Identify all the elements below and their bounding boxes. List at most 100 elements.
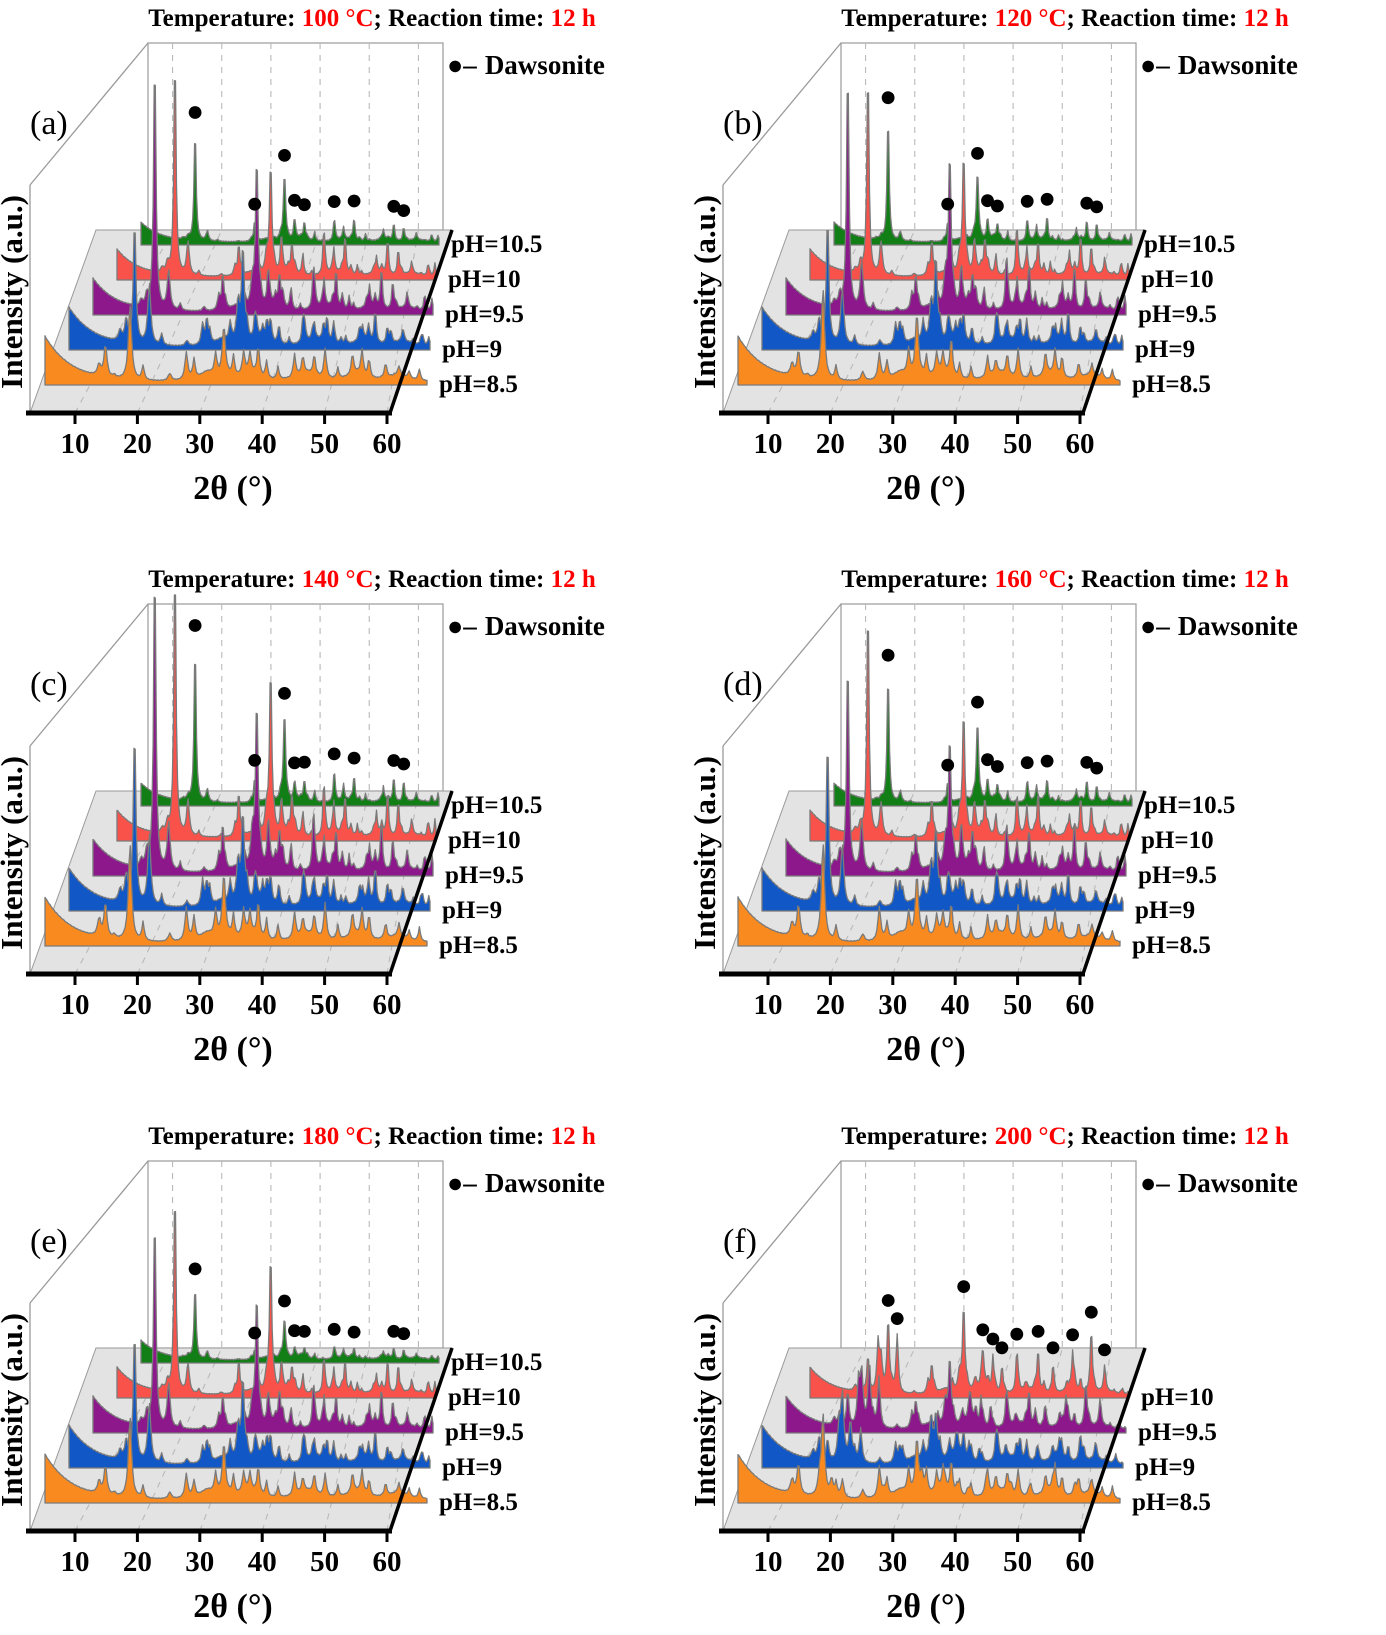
dawsonite-marker-dot xyxy=(1098,1343,1111,1357)
dawsonite-marker-dot xyxy=(957,1280,971,1293)
xrd-trace-pH=10 xyxy=(116,1210,437,1399)
x-tick-label: 40 xyxy=(248,1546,277,1578)
x-tick-label: 40 xyxy=(248,428,277,460)
floor-gridline xyxy=(954,229,1014,414)
series-label-pH=10: pH=10 xyxy=(448,1384,521,1411)
dawsonite-marker-icon: ●– xyxy=(1140,611,1170,641)
title-prefix: Temperature: xyxy=(841,566,994,593)
left-wall-edge xyxy=(29,42,149,186)
dawsonite-marker-icon: ●– xyxy=(447,611,477,641)
xrd-panel-c: pH=10.5 pH=10 pH=9.5 pH=9 pH=8.5 10 20 30 40 50 60… xyxy=(0,566,605,1068)
left-wall-edge xyxy=(29,603,149,747)
floor-gridline xyxy=(261,229,321,414)
dawsonite-marker-dot xyxy=(1020,756,1034,770)
plot-area-f: pH=10 pH=9.5 pH=9 pH=8.5 10 20 30 40 50 60 xyxy=(719,1160,1217,1578)
dawsonite-marker-dot xyxy=(941,197,955,211)
floor-gridline xyxy=(829,790,916,975)
title-prefix: Temperature: xyxy=(148,1123,301,1150)
xrd-panel-a: pH=10.5 pH=10 pH=9.5 pH=9 pH=8.5 10 20 30 40 50 60… xyxy=(0,5,605,507)
dawsonite-marker-dot xyxy=(278,687,291,700)
series-label-pH=10: pH=10 xyxy=(1141,827,1214,854)
x-tick-label: 30 xyxy=(185,1546,214,1578)
floor-gridline xyxy=(261,790,321,975)
xrd-trace-pH=10 xyxy=(809,630,1130,842)
x-axis-label: 2θ (°) xyxy=(193,470,273,507)
panel-title: Temperature: 140 °C; Reaction time: 12 h xyxy=(148,566,596,593)
series-label-pH=10.5: pH=10.5 xyxy=(1144,792,1235,819)
x-tick-label: 30 xyxy=(878,989,907,1021)
y-axis-label: Intensity (a.u.) xyxy=(0,195,29,389)
dawsonite-marker-dot xyxy=(397,1327,411,1341)
series-label-pH=10: pH=10 xyxy=(1141,266,1214,293)
left-wall-edge xyxy=(722,42,842,186)
dawsonite-marker-dot xyxy=(991,760,1004,773)
dawsonite-marker-dot xyxy=(327,1322,341,1336)
title-temperature: 200 °C xyxy=(995,1123,1067,1150)
legend: ●– Dawsonite xyxy=(447,50,605,80)
x-tick-label: 30 xyxy=(185,428,214,460)
dawsonite-marker-dot xyxy=(986,1332,1000,1346)
series-label-pH=9.5: pH=9.5 xyxy=(1138,301,1217,328)
x-tick-label: 40 xyxy=(941,428,970,460)
title-temperature: 140 °C xyxy=(302,566,374,593)
title-prefix: Temperature: xyxy=(841,5,994,32)
dawsonite-marker-dot xyxy=(976,1323,990,1337)
series-label-pH=8.5: pH=8.5 xyxy=(1132,371,1211,398)
xrd-panel-b: pH=10.5 pH=10 pH=9.5 pH=9 pH=8.5 10 20 30 40 50 60… xyxy=(693,5,1298,507)
dawsonite-marker-dot xyxy=(981,194,994,208)
dawsonite-marker-dot xyxy=(995,1341,1009,1355)
x-tick-label: 50 xyxy=(310,428,339,460)
legend: ●– Dawsonite xyxy=(1140,50,1298,80)
plot-area-a: pH=10.5 pH=10 pH=9.5 pH=9 pH=8.5 10 20 30 40 50 60 xyxy=(26,42,542,460)
dawsonite-marker-dot xyxy=(298,755,311,769)
xrd-trace-pH=10.5 xyxy=(833,688,1133,807)
dawsonite-marker-dot xyxy=(248,197,262,211)
xrd-trace-pH=10.5 xyxy=(833,130,1133,246)
series-label-pH=8.5: pH=8.5 xyxy=(439,1489,518,1516)
xrd-trace-pH=8.5 xyxy=(737,844,1121,947)
x-axis-label: 2θ (°) xyxy=(886,1588,966,1625)
title-separator: ; Reaction time: xyxy=(1067,5,1244,32)
x-tick-label: 10 xyxy=(61,428,90,460)
xrd-trace-pH=8.5 xyxy=(737,1413,1121,1504)
dawsonite-marker-dot xyxy=(1084,1305,1098,1319)
dawsonite-marker-dot xyxy=(327,747,341,761)
floor-gridline xyxy=(324,229,370,414)
series-label-pH=9.5: pH=9.5 xyxy=(1138,862,1217,889)
dawsonite-marker-dot xyxy=(387,199,401,213)
series-label-pH=10.5: pH=10.5 xyxy=(1144,231,1235,258)
dawsonite-marker-dot xyxy=(387,754,401,767)
x-tick-label: 10 xyxy=(754,989,783,1021)
floor-right-edge xyxy=(1081,229,1147,414)
panel-title: Temperature: 160 °C; Reaction time: 12 h xyxy=(841,566,1289,593)
dawsonite-marker-dot xyxy=(1080,196,1094,210)
dawsonite-marker-icon: ●– xyxy=(447,50,477,80)
dawsonite-marker-dot xyxy=(347,1325,361,1339)
floor-right-edge xyxy=(1081,1347,1147,1532)
dawsonite-marker-dot xyxy=(188,619,202,632)
floor-gridline xyxy=(199,1347,272,1532)
x-tick-label: 60 xyxy=(1066,428,1095,460)
x-tick-label: 50 xyxy=(310,1546,339,1578)
floor-gridline xyxy=(1017,229,1063,414)
panel-cell-e: pH=10.5 pH=10 pH=9.5 pH=9 pH=8.5 10 20 30 40 50 60… xyxy=(0,1090,693,1635)
legend: ●– Dawsonite xyxy=(447,611,605,641)
plot-area-d: pH=10.5 pH=10 pH=9.5 pH=9 pH=8.5 10 20 30 40 50 60 xyxy=(719,603,1235,1021)
x-axis-label: 2θ (°) xyxy=(193,1588,273,1625)
y-axis-label: Intensity (a.u.) xyxy=(693,756,722,950)
xrd-trace-pH=10 xyxy=(116,594,437,842)
floor-gridline xyxy=(324,790,370,975)
x-tick-label: 20 xyxy=(816,1546,845,1578)
floor-gridline xyxy=(324,1347,370,1532)
panel-cell-f: pH=10 pH=9.5 pH=9 pH=8.5 10 20 30 40 50 60 Temper… xyxy=(693,1090,1386,1635)
panel-letter: (a) xyxy=(30,105,68,142)
dawsonite-marker-dot xyxy=(248,1326,262,1340)
x-axis-label: 2θ (°) xyxy=(193,1031,273,1068)
floor-gridline xyxy=(136,1347,223,1532)
series-label-pH=9: pH=9 xyxy=(442,1454,502,1481)
panel-cell-c: pH=10.5 pH=10 pH=9.5 pH=9 pH=8.5 10 20 30 40 50 60… xyxy=(0,545,693,1090)
xrd-trace-pH=8.5 xyxy=(737,289,1121,386)
dawsonite-marker-dot xyxy=(188,1262,202,1276)
x-tick-label: 60 xyxy=(373,1546,402,1578)
dawsonite-marker-dot xyxy=(971,695,984,709)
